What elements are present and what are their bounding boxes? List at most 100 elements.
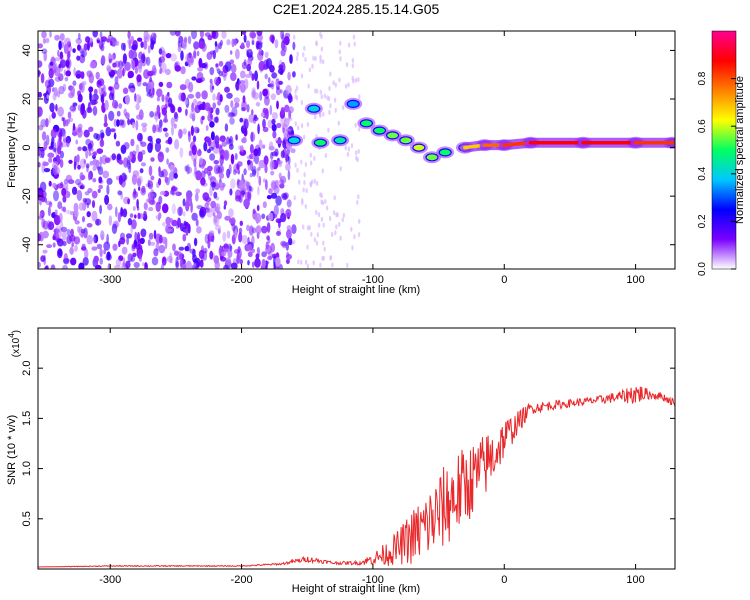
- noise-speckle: [235, 134, 238, 140]
- noise-speckle: [285, 33, 291, 39]
- noise-speckle: [314, 56, 316, 61]
- noise-speckle: [170, 54, 177, 62]
- noise-speckle: [60, 33, 65, 41]
- noise-speckle: [90, 62, 96, 69]
- noise-speckle: [112, 153, 117, 160]
- noise-speckle: [55, 209, 58, 215]
- noise-speckle: [130, 139, 134, 147]
- noise-speckle: [288, 117, 293, 121]
- noise-speckle: [117, 69, 123, 79]
- noise-speckle: [301, 100, 303, 105]
- noise-speckle: [97, 167, 101, 171]
- noise-speckle: [145, 34, 150, 39]
- noise-speckle: [230, 179, 236, 189]
- noise-speckle: [263, 201, 267, 208]
- noise-speckle: [92, 29, 98, 38]
- x-tick-label: -200: [231, 574, 253, 586]
- noise-speckle: [209, 153, 215, 160]
- noise-speckle: [343, 213, 345, 218]
- noise-speckle: [43, 52, 47, 62]
- noise-speckle: [136, 94, 141, 104]
- noise-speckle: [261, 214, 265, 220]
- noise-speckle: [144, 202, 148, 210]
- noise-speckle: [161, 169, 168, 178]
- noise-speckle: [40, 212, 43, 218]
- noise-speckle: [278, 68, 284, 74]
- noise-speckle: [77, 127, 83, 138]
- noise-speckle: [246, 50, 248, 57]
- noise-speckle: [57, 183, 64, 188]
- noise-speckle: [127, 31, 130, 39]
- noise-speckle: [100, 129, 105, 139]
- noise-speckle: [170, 165, 175, 172]
- noise-speckle: [322, 112, 324, 117]
- noise-speckle: [256, 43, 262, 50]
- noise-speckle: [241, 107, 246, 111]
- noise-speckle: [286, 252, 289, 258]
- noise-speckle: [302, 52, 304, 57]
- noise-speckle: [224, 205, 226, 210]
- noise-speckle: [188, 132, 191, 142]
- noise-speckle: [329, 72, 331, 77]
- noise-speckle: [204, 102, 210, 111]
- noise-speckle: [129, 39, 132, 50]
- noise-speckle: [285, 153, 288, 163]
- noise-speckle: [61, 188, 66, 197]
- noise-speckle: [62, 117, 65, 121]
- noise-speckle: [185, 99, 189, 104]
- noise-speckle: [276, 87, 281, 95]
- noise-speckle: [103, 241, 110, 250]
- noise-speckle: [303, 46, 305, 51]
- noise-speckle: [200, 260, 204, 268]
- noise-speckle: [36, 60, 42, 68]
- noise-speckle: [294, 89, 296, 94]
- noise-speckle: [297, 126, 299, 131]
- noise-speckle: [116, 259, 122, 266]
- noise-speckle: [40, 182, 46, 193]
- noise-speckle: [313, 260, 315, 265]
- snr-multiplier: (x104): [7, 330, 22, 357]
- noise-speckle: [85, 198, 92, 205]
- noise-speckle: [338, 78, 340, 83]
- noise-speckle: [97, 148, 104, 154]
- noise-speckle: [189, 52, 192, 58]
- noise-speckle: [221, 251, 226, 256]
- noise-speckle: [356, 200, 358, 205]
- noise-speckle: [199, 41, 205, 49]
- noise-speckle: [58, 40, 61, 50]
- noise-speckle: [201, 171, 206, 179]
- noise-speckle: [58, 249, 63, 256]
- noise-speckle: [238, 81, 241, 85]
- noise-speckle: [92, 159, 97, 166]
- noise-speckle: [66, 175, 73, 182]
- noise-speckle: [123, 88, 128, 95]
- noise-speckle: [193, 136, 196, 143]
- noise-speckle: [158, 178, 161, 185]
- ridge-peak: [439, 149, 451, 156]
- noise-speckle: [257, 29, 263, 36]
- noise-speckle: [78, 94, 83, 103]
- noise-speckle: [78, 33, 81, 40]
- noise-speckle: [123, 53, 127, 64]
- snr-ylabel: SNR (10 * v/v): [6, 415, 18, 485]
- noise-speckle: [166, 158, 169, 164]
- noise-speckle: [53, 190, 59, 201]
- noise-speckle: [219, 61, 224, 67]
- noise-speckle: [188, 82, 193, 93]
- noise-speckle: [268, 251, 272, 260]
- noise-speckle: [256, 225, 262, 234]
- colorbar-tick-label: 0.6: [697, 119, 708, 133]
- noise-speckle: [200, 77, 205, 82]
- noise-speckle: [226, 39, 230, 45]
- noise-speckle: [254, 115, 257, 119]
- noise-speckle: [340, 166, 342, 171]
- noise-speckle: [301, 123, 303, 128]
- noise-speckle: [242, 62, 247, 70]
- noise-speckle: [86, 163, 90, 168]
- noise-speckle: [199, 250, 205, 259]
- noise-speckle: [256, 253, 260, 259]
- noise-speckle: [307, 225, 309, 230]
- noise-speckle: [93, 106, 98, 116]
- noise-speckle: [88, 150, 91, 156]
- noise-speckle: [310, 183, 312, 188]
